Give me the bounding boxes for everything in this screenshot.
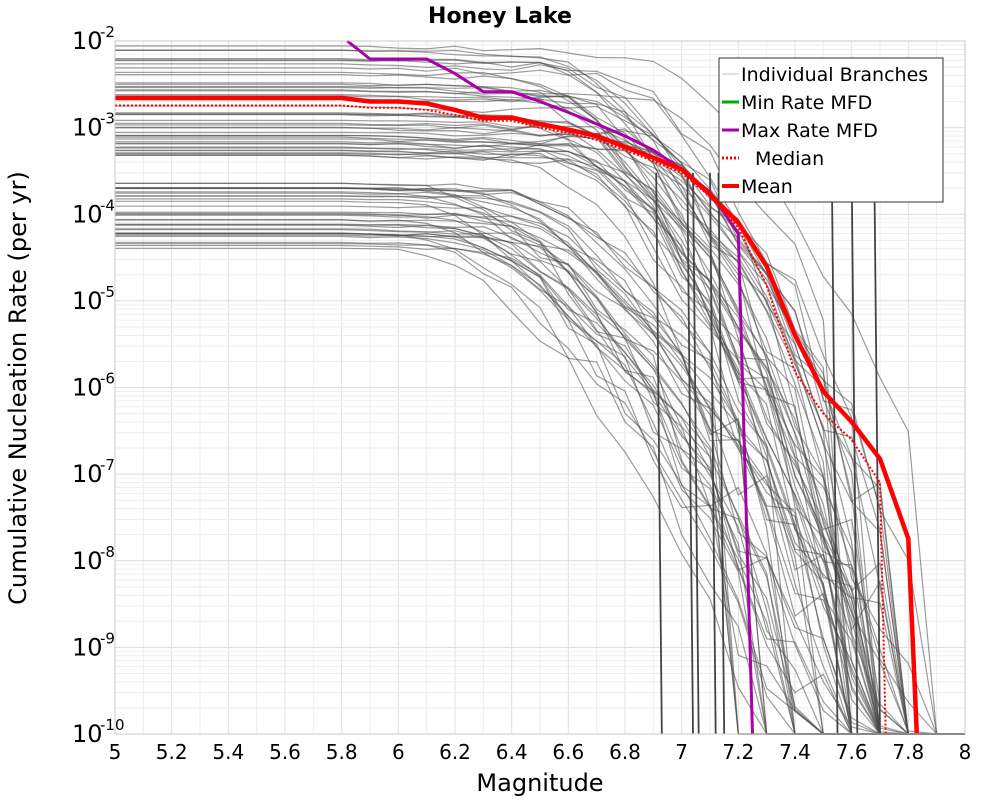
- branch-line: [115, 191, 965, 735]
- branch-line: [115, 235, 965, 735]
- branch-line: [115, 233, 965, 735]
- legend: Individual Branches Min Rate MFD Max Rate …: [718, 57, 944, 203]
- branch-dropoff: [717, 172, 726, 735]
- x-axis-label: Magnitude: [476, 769, 603, 797]
- y-tick-exponent: -4: [100, 196, 115, 214]
- y-tick-exponent: -3: [100, 110, 115, 128]
- legend-label: Max Rate MFD: [741, 120, 878, 142]
- y-tick-label: 10: [72, 27, 103, 55]
- branch-line: [115, 67, 965, 735]
- y-tick-exponent: -2: [100, 23, 115, 41]
- branch-dropoff: [686, 172, 694, 735]
- x-tick-label: 5.6: [269, 740, 301, 764]
- branch-line: [115, 138, 965, 735]
- legend-label: Individual Branches: [741, 64, 928, 86]
- y-tick-exponent: -8: [100, 543, 115, 561]
- series-lines: [115, 39, 920, 735]
- x-tick-label: 8: [959, 740, 972, 764]
- y-tick-label: 10: [72, 287, 103, 315]
- branch-line: [115, 142, 965, 735]
- branch-line: [115, 243, 965, 735]
- y-tick-exponent: -10: [100, 716, 125, 734]
- branch-line: [115, 89, 965, 735]
- x-tick-label: 5.2: [156, 740, 188, 764]
- branch-line: [115, 127, 965, 735]
- x-tick-label: 7.2: [722, 740, 754, 764]
- y-tick-label: 10: [72, 374, 103, 402]
- y-tick-exponent: -5: [100, 283, 115, 301]
- branch-line: [115, 73, 965, 735]
- branch-dropoff: [850, 172, 859, 735]
- branch-line: [115, 113, 965, 735]
- branch-line: [115, 150, 965, 735]
- branch-dropoff: [692, 172, 700, 735]
- y-tick-label: 10: [72, 720, 103, 748]
- branch-line: [115, 152, 965, 735]
- x-axis-ticks: 5 5.2 5.4 5.6 5.8 6 6.2 6.4 6.6 6.8 7 7.2 7.4 7.6 7.8 8: [109, 740, 972, 764]
- branch-line: [115, 63, 965, 735]
- legend-label: Mean: [741, 176, 793, 198]
- x-tick-label: 7: [675, 740, 688, 764]
- legend-label: Min Rate MFD: [741, 92, 872, 114]
- branch-dropoff: [830, 172, 839, 735]
- y-tick-label: 10: [72, 200, 103, 228]
- legend-box: [718, 57, 944, 203]
- y-tick-exponent: -7: [100, 456, 115, 474]
- x-tick-label: 7.8: [892, 740, 924, 764]
- x-tick-label: 7.4: [779, 740, 811, 764]
- y-tick-label: 10: [72, 633, 103, 661]
- x-tick-label: 6.6: [552, 740, 584, 764]
- y-tick-label: 10: [72, 114, 103, 142]
- branch-line: [115, 213, 965, 735]
- branch-line: [115, 192, 965, 735]
- x-tick-label: 6.2: [439, 740, 471, 764]
- series-median: [115, 104, 887, 735]
- chart-title: Honey Lake: [428, 4, 572, 29]
- x-tick-label: 5.8: [326, 740, 358, 764]
- branch-line: [115, 83, 965, 735]
- branch-dropoff: [709, 172, 717, 735]
- x-tick-label: 6.4: [496, 740, 528, 764]
- x-tick-label: 5: [109, 740, 122, 764]
- branch-line: [115, 134, 965, 735]
- branch-line: [115, 228, 965, 735]
- y-tick-exponent: -6: [100, 370, 115, 388]
- branch-line: [115, 113, 965, 735]
- branch-line: [115, 45, 965, 735]
- x-tick-label: 7.6: [836, 740, 868, 764]
- y-tick-exponent: -9: [100, 629, 115, 647]
- branch-line: [115, 119, 965, 735]
- plot-area-border: [114, 40, 966, 735]
- branch-dropoff: [655, 172, 663, 735]
- branch-line: [115, 86, 965, 735]
- x-tick-label: 5.4: [212, 740, 244, 764]
- branch-line: [115, 90, 965, 735]
- y-axis-label: Cumulative Nucleation Rate (per yr): [4, 171, 32, 605]
- series-mean: [115, 95, 920, 735]
- x-tick-label: 6: [392, 740, 405, 764]
- x-tick-label: 6.8: [609, 740, 641, 764]
- legend-label: Median: [755, 148, 824, 170]
- y-tick-label: 10: [72, 547, 103, 575]
- y-axis-ticks: 10-210-310-410-510-610-710-810-910-10: [72, 23, 125, 748]
- branch-line: [115, 153, 965, 735]
- y-tick-label: 10: [72, 460, 103, 488]
- branch-line: [115, 49, 965, 735]
- branch-line: [115, 219, 965, 735]
- branch-line: [115, 205, 965, 735]
